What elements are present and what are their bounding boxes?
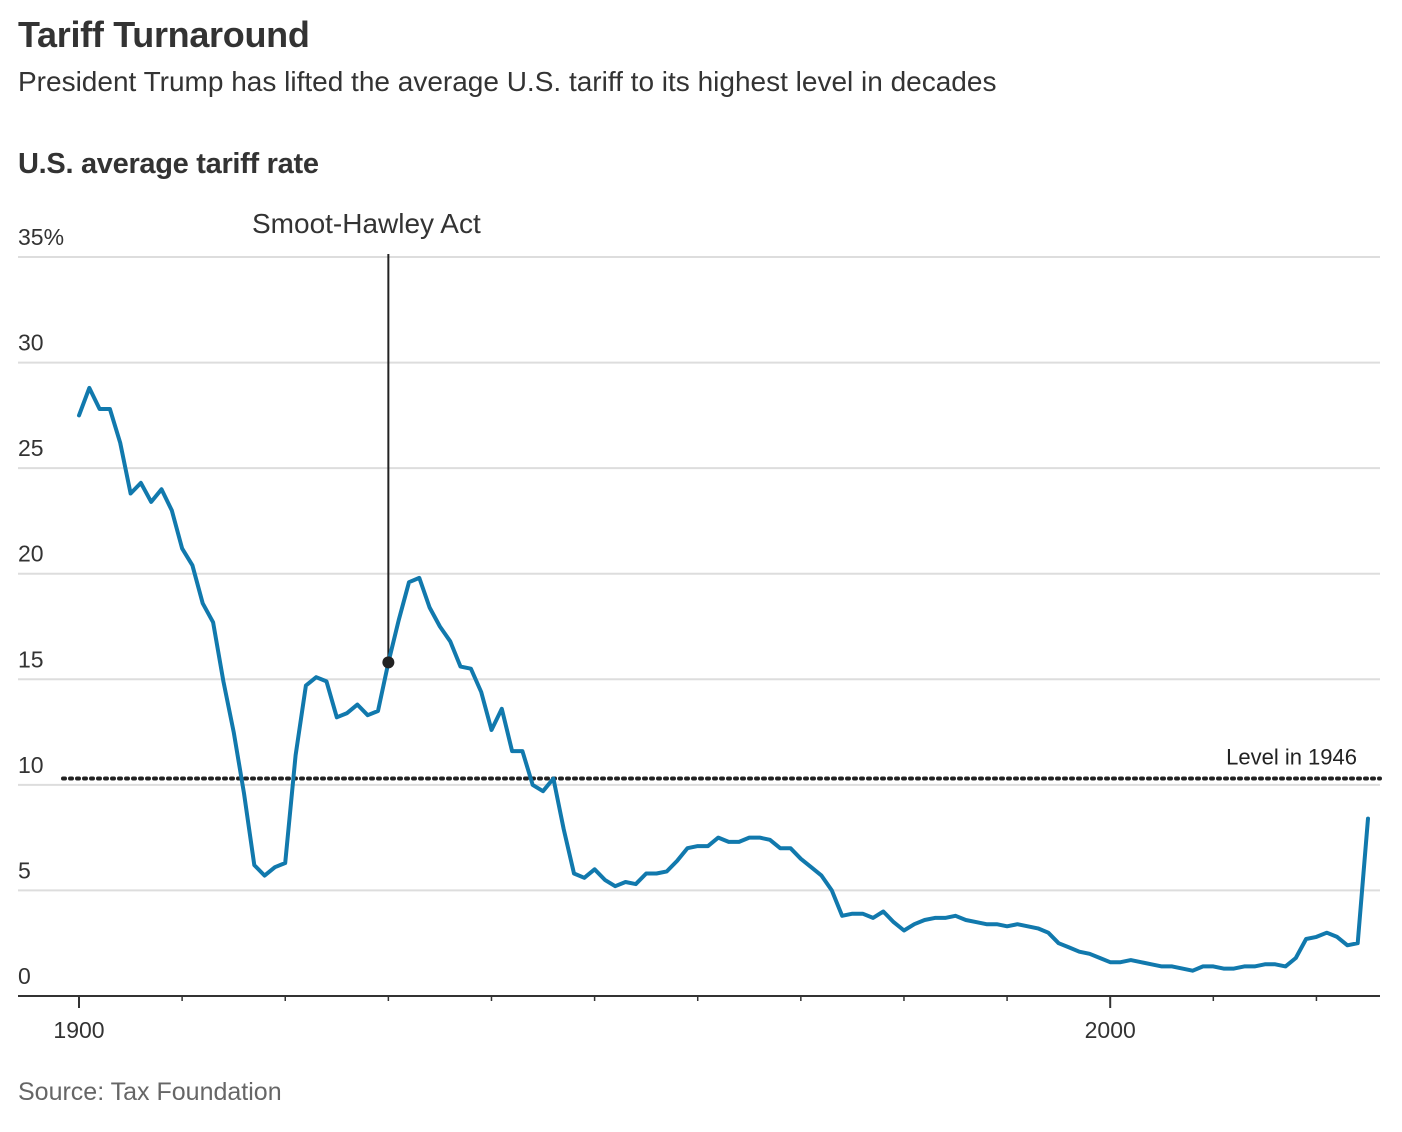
source-note: Source: Tax Foundation <box>18 1078 282 1106</box>
y-tick-label: 10 <box>18 752 44 778</box>
y-tick-label: 20 <box>18 541 44 567</box>
chart-label: U.S. average tariff rate <box>18 148 319 180</box>
gridlines <box>18 256 1380 892</box>
x-axis: 1900 2000 <box>18 995 1380 1043</box>
reference-line-group: Level in 1946 <box>61 745 1382 781</box>
y-tick-label: 25 <box>18 435 44 461</box>
y-axis-ticks: 0 5 10 15 20 25 30 35% <box>18 224 64 989</box>
y-tick-label: 30 <box>18 330 44 356</box>
x-tick-label: 2000 <box>1085 1017 1136 1043</box>
annotation-label: Smoot-Hawley Act <box>252 208 481 239</box>
y-tick-label: 0 <box>18 963 31 989</box>
y-tick-label: 5 <box>18 857 31 883</box>
annotation-group: Smoot-Hawley Act <box>252 208 481 663</box>
x-tick-label: 1900 <box>53 1017 104 1043</box>
y-tick-label: 15 <box>18 646 44 672</box>
chart-subtitle: President Trump has lifted the average U… <box>18 66 997 97</box>
annotation-marker-dot <box>382 656 395 669</box>
series-group <box>77 385 1370 973</box>
y-tick-label: 35% <box>18 224 64 250</box>
chart-title: Tariff Turnaround <box>18 14 310 55</box>
reference-line-label: Level in 1946 <box>1226 745 1357 770</box>
series-line-tariff-rate <box>77 385 1370 973</box>
